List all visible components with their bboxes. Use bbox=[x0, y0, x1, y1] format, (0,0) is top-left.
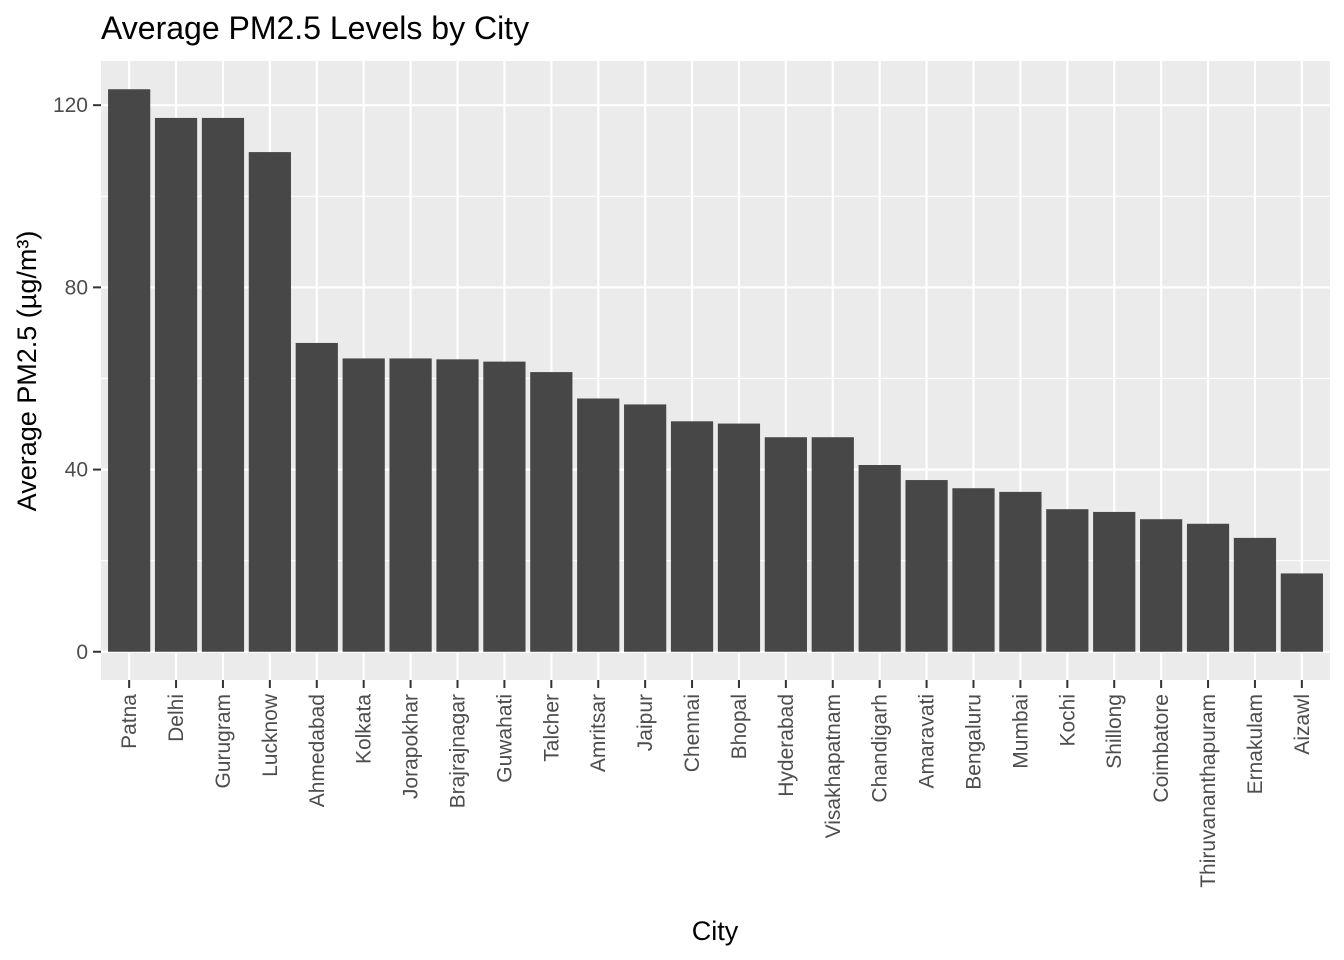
bar-ahmedabad bbox=[295, 342, 338, 652]
bar-delhi bbox=[154, 117, 198, 652]
x-tick-label: Kochi bbox=[1056, 694, 1079, 747]
bar-hyderabad bbox=[764, 437, 807, 652]
bar-shillong bbox=[1093, 511, 1136, 652]
x-tick-label: Bhopal bbox=[728, 694, 751, 759]
y-tick-label: 0 bbox=[76, 641, 88, 664]
bar-brajrajnagar bbox=[436, 359, 479, 652]
bar-kochi bbox=[1046, 509, 1089, 652]
y-tick-label: 40 bbox=[65, 459, 88, 482]
bar-chennai bbox=[670, 421, 714, 652]
x-tick-label: Talcher bbox=[540, 694, 563, 762]
x-tick-label: Chandigarh bbox=[869, 694, 892, 803]
bar-chandigarh bbox=[858, 465, 901, 652]
x-tick-label: Amaravati bbox=[916, 694, 939, 789]
x-tick-label: Delhi bbox=[165, 694, 188, 742]
bar-patna bbox=[108, 89, 151, 652]
x-tick-label: Amritsar bbox=[587, 694, 610, 772]
x-tick-label: Ahmedabad bbox=[306, 694, 329, 807]
x-tick-label: Mumbai bbox=[1009, 694, 1032, 769]
x-tick-label: Coimbatore bbox=[1150, 694, 1173, 803]
bar-thiruvananthapuram bbox=[1186, 523, 1230, 652]
bar-amritsar bbox=[577, 398, 620, 652]
x-tick-label: Ernakulam bbox=[1244, 694, 1267, 794]
bar-visakhapatnam bbox=[811, 437, 854, 652]
x-tick-label: Gurugram bbox=[212, 694, 235, 789]
x-tick-label: Lucknow bbox=[259, 693, 282, 777]
x-tick-label: Bengaluru bbox=[962, 694, 985, 790]
bar-gurugram bbox=[201, 117, 245, 652]
y-tick-label: 80 bbox=[65, 276, 88, 299]
x-tick-label: Thiruvananthapuram bbox=[1197, 694, 1220, 888]
x-axis-title: City bbox=[692, 916, 739, 946]
bar-bengaluru bbox=[952, 488, 995, 652]
bars bbox=[108, 89, 1323, 652]
x-tick-label: Visakhapatnam bbox=[822, 694, 845, 838]
bar-jaipur bbox=[624, 404, 667, 652]
x-tick-label: Kolkata bbox=[353, 694, 376, 764]
y-axis: 0 40 80 120 bbox=[53, 94, 101, 664]
y-axis-title: Average PM2.5 (µg/m³) bbox=[12, 231, 42, 512]
x-tick-label: Hyderabad bbox=[775, 694, 798, 797]
x-tick-label: Guwahati bbox=[493, 694, 516, 783]
x-tick-label: Brajrajnagar bbox=[447, 694, 470, 808]
bar-jorapokhar bbox=[389, 358, 432, 652]
x-axis: Patna Delhi Gurugram Lucknow Ahmedabad Kolkat… bbox=[118, 680, 1314, 888]
bar-coimbatore bbox=[1140, 519, 1183, 652]
bar-ernakulam bbox=[1233, 537, 1277, 652]
bar-mumbai bbox=[999, 491, 1042, 652]
bar-lucknow bbox=[248, 152, 291, 652]
bar-bhopal bbox=[717, 423, 761, 652]
x-tick-label: Shillong bbox=[1103, 694, 1126, 769]
y-tick-label: 120 bbox=[53, 94, 88, 117]
x-tick-label: Chennai bbox=[681, 694, 704, 772]
x-tick-label: Aizawl bbox=[1291, 694, 1314, 755]
chart-title: Average PM2.5 Levels by City bbox=[101, 10, 529, 46]
x-tick-label: Jorapokhar bbox=[400, 694, 423, 799]
bar-kolkata bbox=[342, 358, 385, 652]
x-tick-label: Jaipur bbox=[634, 694, 657, 751]
x-tick-label: Patna bbox=[118, 694, 141, 749]
bar-amaravati bbox=[905, 480, 948, 652]
bar-guwahati bbox=[483, 361, 526, 652]
bar-aizawl bbox=[1280, 573, 1323, 652]
bar-talcher bbox=[530, 372, 573, 652]
